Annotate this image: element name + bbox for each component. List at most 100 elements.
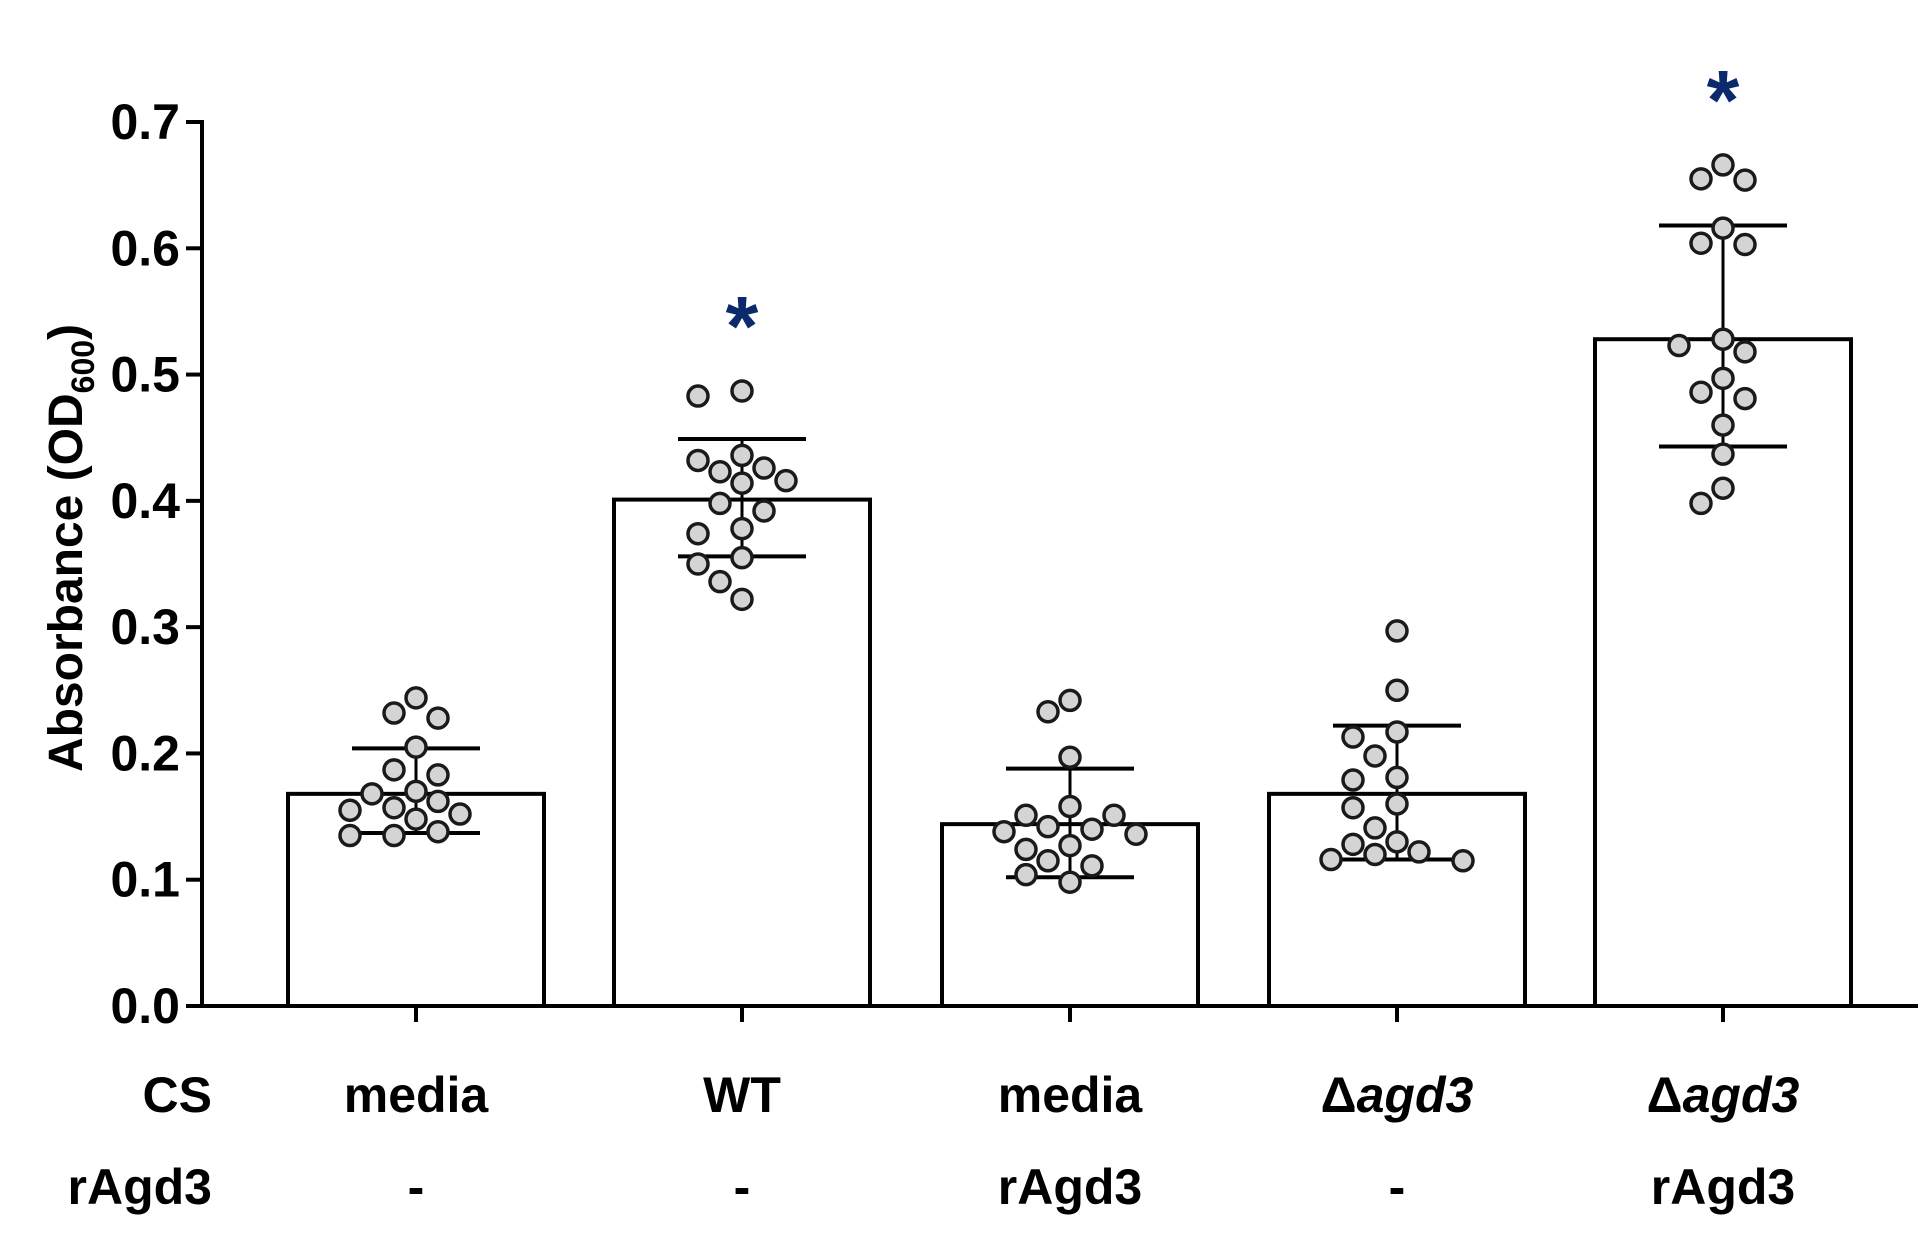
data-point	[1711, 366, 1735, 391]
data-point	[382, 795, 406, 820]
ragd3-label: -	[1389, 1159, 1406, 1215]
data-point	[1014, 837, 1038, 862]
cs-label: media	[998, 1067, 1144, 1123]
data-point	[1124, 822, 1148, 847]
data-point	[752, 499, 776, 523]
data-point	[1733, 168, 1757, 192]
data-point	[686, 448, 710, 473]
data-point	[1385, 720, 1409, 744]
data-point	[1341, 832, 1365, 857]
data-point	[686, 384, 710, 408]
data-point	[338, 823, 362, 848]
data-point	[1036, 849, 1060, 873]
data-point	[686, 521, 710, 546]
data-point	[404, 735, 428, 759]
row-label-ragd3: rAgd3	[68, 1159, 212, 1215]
data-point	[1385, 619, 1409, 643]
data-point	[1102, 803, 1126, 828]
y-axis-title: Absorbance (OD600)	[40, 324, 101, 772]
data-point	[730, 443, 754, 468]
y-tick-label: 0.3	[110, 599, 180, 655]
data-point	[1689, 380, 1713, 405]
data-point	[1711, 413, 1735, 437]
data-point	[992, 819, 1016, 844]
data-point	[1341, 795, 1365, 820]
data-point	[426, 763, 450, 787]
data-point	[708, 569, 732, 594]
data-point	[1341, 725, 1365, 749]
data-point	[730, 516, 754, 541]
data-point	[426, 789, 450, 814]
data-point	[708, 460, 732, 484]
data-point	[1014, 803, 1038, 828]
data-point	[1385, 765, 1409, 790]
cs-label: WT	[703, 1067, 781, 1123]
y-tick-label: 0.7	[110, 94, 180, 150]
data-point	[426, 819, 450, 844]
data-point	[1058, 833, 1082, 858]
data-point	[1058, 745, 1082, 769]
axes: 0.0 0.1 0.2 0.3 0.4 0.5 0.6 0.7	[110, 94, 1918, 1034]
data-point	[1385, 678, 1409, 703]
data-point	[404, 686, 428, 710]
data-points	[338, 153, 1757, 894]
data-point	[1451, 849, 1475, 873]
data-point	[1711, 327, 1735, 351]
data-point	[404, 807, 428, 831]
significance-star: *	[726, 279, 759, 373]
data-point	[1733, 386, 1757, 411]
ragd3-label: -	[734, 1159, 751, 1215]
data-point	[1058, 870, 1082, 894]
data-point	[1711, 442, 1735, 466]
data-point	[1733, 340, 1757, 364]
row-label-cs: CS	[143, 1067, 212, 1123]
data-point	[1058, 688, 1082, 713]
ragd3-label: rAgd3	[998, 1159, 1142, 1215]
data-point	[1689, 491, 1713, 516]
y-tick-label: 0.0	[110, 978, 180, 1034]
data-point	[1363, 816, 1387, 840]
data-point	[730, 545, 754, 570]
data-point	[1711, 153, 1735, 177]
data-point	[730, 471, 754, 495]
x-category-labels: media - WT - media rAgd3 Δagd3 - Δagd3 rAgd3	[344, 1067, 1800, 1215]
data-point	[404, 779, 428, 804]
data-point	[708, 491, 732, 516]
y-tick-label: 0.5	[110, 347, 180, 403]
bars	[286, 337, 1853, 1009]
data-point	[1385, 830, 1409, 854]
data-point	[448, 802, 472, 826]
data-point	[1014, 862, 1038, 887]
bar	[612, 497, 872, 1008]
data-point	[1407, 840, 1431, 864]
y-tick-label: 0.1	[110, 852, 180, 908]
data-point	[752, 456, 776, 480]
data-point	[382, 823, 406, 848]
data-point	[382, 758, 406, 782]
data-point	[686, 552, 710, 576]
data-point	[774, 468, 798, 493]
data-point	[730, 379, 754, 403]
cs-label: media	[344, 1067, 490, 1123]
data-point	[1667, 333, 1691, 358]
y-tick-label: 0.2	[110, 725, 180, 781]
data-point	[360, 782, 384, 806]
data-point	[1363, 842, 1387, 867]
significance-markers: **	[726, 53, 1740, 373]
y-tick-label: 0.6	[110, 220, 180, 276]
ragd3-label: -	[408, 1159, 425, 1215]
cs-label: Δagd3	[1321, 1067, 1474, 1123]
data-point	[1036, 700, 1060, 724]
data-point	[1385, 792, 1409, 816]
error-bars	[352, 223, 1787, 880]
data-point	[730, 587, 754, 612]
data-point	[1036, 814, 1060, 839]
ragd3-label: rAgd3	[1651, 1159, 1795, 1215]
data-point	[1711, 216, 1735, 240]
significance-star: *	[1707, 53, 1740, 147]
data-point	[382, 701, 406, 725]
cs-label: Δagd3	[1647, 1067, 1800, 1123]
data-point	[1689, 167, 1713, 191]
data-point	[1319, 847, 1343, 872]
